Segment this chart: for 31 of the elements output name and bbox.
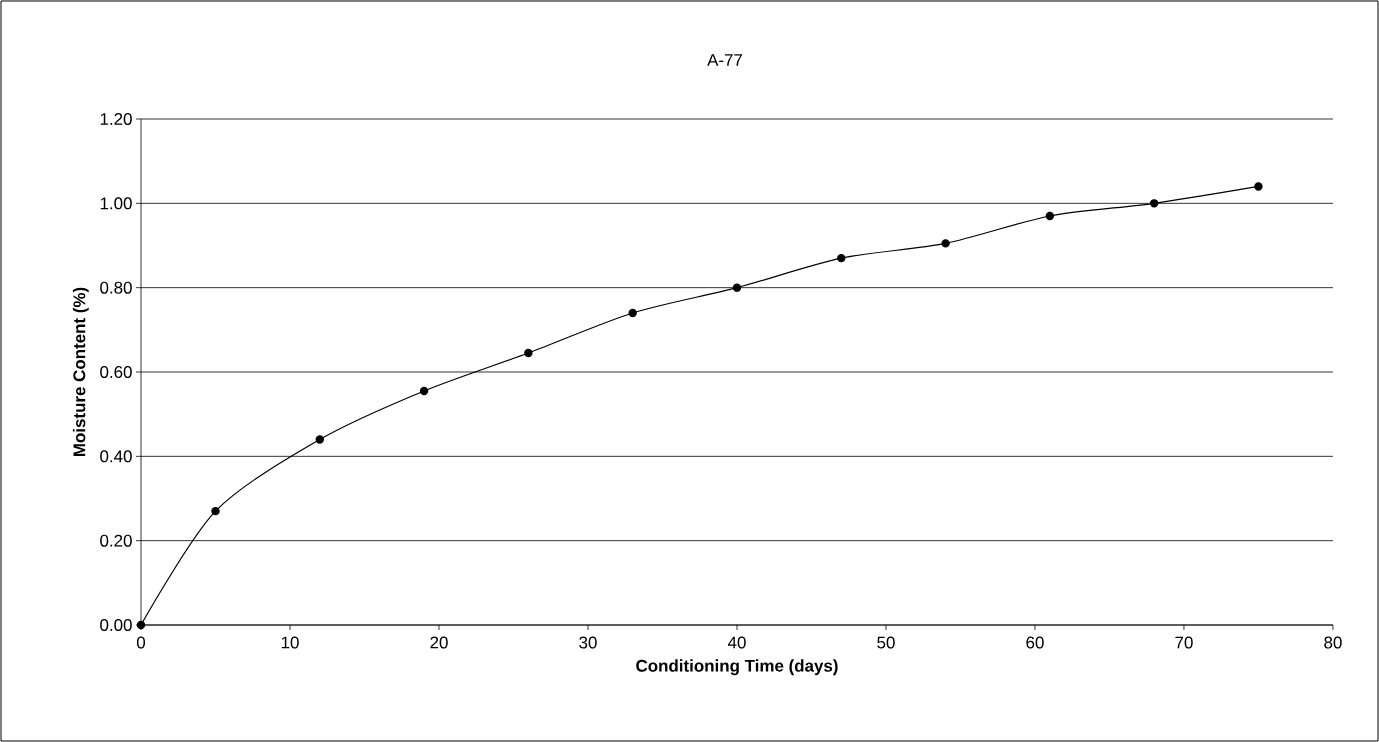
y-axis-title: Moisture Content (%) [72,287,89,456]
y-tick-label: 0.80 [100,281,132,294]
x-tick-label: 0 [136,636,146,649]
x-tick-label: 60 [1026,636,1044,649]
point [1149,199,1159,208]
y-tick-label: 1.20 [100,113,132,125]
point [315,435,324,444]
x-tick-label: 70 [1175,636,1193,649]
y-tick-label: 0.20 [100,534,132,547]
x-tick-label: 20 [430,636,448,649]
point [837,253,846,263]
point [419,386,429,396]
y-tick-label: 0.00 [100,619,132,631]
point [524,348,533,358]
chart-title: A-77 [707,54,743,66]
point [211,506,220,516]
y-tick-label: 0.60 [100,366,132,378]
y-tick-label: 0.40 [100,450,132,463]
x-tick-label: 10 [281,636,299,649]
point [628,308,637,318]
point [136,620,146,630]
x-axis-title: Conditioning Time (days) [636,659,838,676]
y-tick-label: 1.00 [100,197,132,210]
point [1254,182,1263,191]
x-tick-label: 50 [877,636,895,649]
point [1045,211,1055,221]
point [732,283,742,292]
x-tick-label: 30 [579,636,597,649]
point [941,239,950,248]
x-tick-label: 80 [1324,636,1342,649]
x-tick-label: 40 [727,636,746,649]
